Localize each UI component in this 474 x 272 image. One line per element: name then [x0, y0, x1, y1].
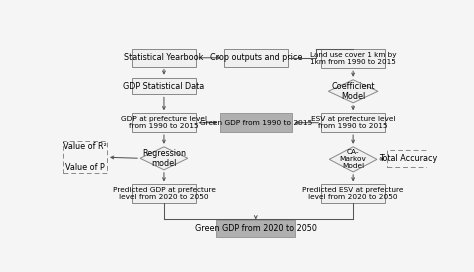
FancyBboxPatch shape [132, 113, 196, 132]
FancyBboxPatch shape [132, 49, 196, 67]
FancyBboxPatch shape [224, 49, 288, 67]
Text: Crop outputs and price: Crop outputs and price [210, 53, 302, 62]
FancyBboxPatch shape [321, 50, 385, 68]
Text: Value of R²

Value of P: Value of R² Value of P [63, 142, 107, 172]
Text: Predicted GDP at prefecture
level from 2020 to 2050: Predicted GDP at prefecture level from 2… [112, 187, 215, 200]
Text: Predicted ESV at prefecture
level from 2020 to 2050: Predicted ESV at prefecture level from 2… [302, 187, 404, 200]
FancyBboxPatch shape [63, 141, 107, 174]
Text: Green GDP from 2020 to 2050: Green GDP from 2020 to 2050 [195, 224, 317, 233]
Polygon shape [140, 147, 188, 170]
Text: Land use cover 1 km by
1km from 1990 to 2015: Land use cover 1 km by 1km from 1990 to … [310, 52, 396, 65]
Text: ESV at prefecture level
from 1990 to 2015: ESV at prefecture level from 1990 to 201… [311, 116, 395, 129]
Text: Statistical Yearbook: Statistical Yearbook [124, 53, 204, 62]
Text: Total Accuracy: Total Accuracy [379, 154, 438, 163]
FancyBboxPatch shape [220, 113, 292, 132]
FancyBboxPatch shape [132, 78, 196, 94]
Text: Green GDP from 1990 to 2015: Green GDP from 1990 to 2015 [200, 120, 312, 126]
Polygon shape [328, 80, 378, 103]
Text: CA-
Markov
Model: CA- Markov Model [340, 149, 366, 169]
Text: Coefficient
Model: Coefficient Model [331, 82, 375, 101]
FancyBboxPatch shape [387, 150, 429, 167]
Text: Regression
model: Regression model [142, 149, 186, 168]
FancyBboxPatch shape [321, 113, 385, 132]
FancyBboxPatch shape [216, 220, 295, 237]
Polygon shape [329, 147, 377, 172]
FancyBboxPatch shape [321, 184, 385, 203]
Text: GDP at prefecture level
from 1990 to 2015: GDP at prefecture level from 1990 to 201… [121, 116, 207, 129]
Text: GDP Statistical Data: GDP Statistical Data [123, 82, 205, 91]
FancyBboxPatch shape [132, 184, 196, 203]
